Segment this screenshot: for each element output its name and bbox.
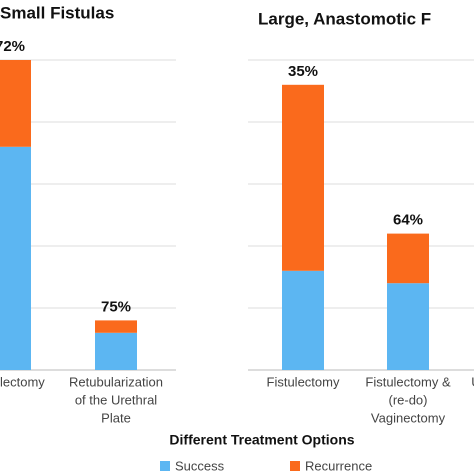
x-tick-label: lectomy [0, 374, 45, 389]
chart-title: Large, Anastomotic F [258, 9, 431, 28]
bar-label: 35% [288, 63, 318, 80]
bar-label: 72% [0, 38, 25, 55]
bar-label: 64% [393, 212, 423, 229]
legend-label: Success [175, 458, 225, 473]
bar-segment [387, 233, 429, 284]
x-tick-label: Retubularization [69, 374, 163, 389]
bar-segment [282, 270, 324, 370]
bar-segment [387, 283, 429, 370]
x-tick-label: (re-do) [388, 392, 427, 407]
x-tick-label: Fistulectomy & [365, 374, 451, 389]
bar-segment [95, 332, 137, 370]
bar-segment [0, 60, 31, 147]
x-tick-label: of the Urethral [75, 392, 157, 407]
bar-segment [95, 320, 137, 333]
bar-label: 75% [101, 298, 131, 315]
x-axis-title: Different Treatment Options [169, 432, 354, 448]
x-tick-label: U [471, 374, 474, 389]
legend-label: Recurrence [305, 458, 372, 473]
legend-swatch [290, 461, 300, 471]
bar-segment [282, 84, 324, 271]
x-tick-label: Fistulectomy [267, 374, 340, 389]
x-tick-label: Plate [101, 410, 131, 425]
legend-swatch [160, 461, 170, 471]
chart-title: Small Fistulas [0, 3, 114, 22]
x-tick-label: Vaginectomy [371, 410, 446, 425]
bar-segment [0, 146, 31, 370]
